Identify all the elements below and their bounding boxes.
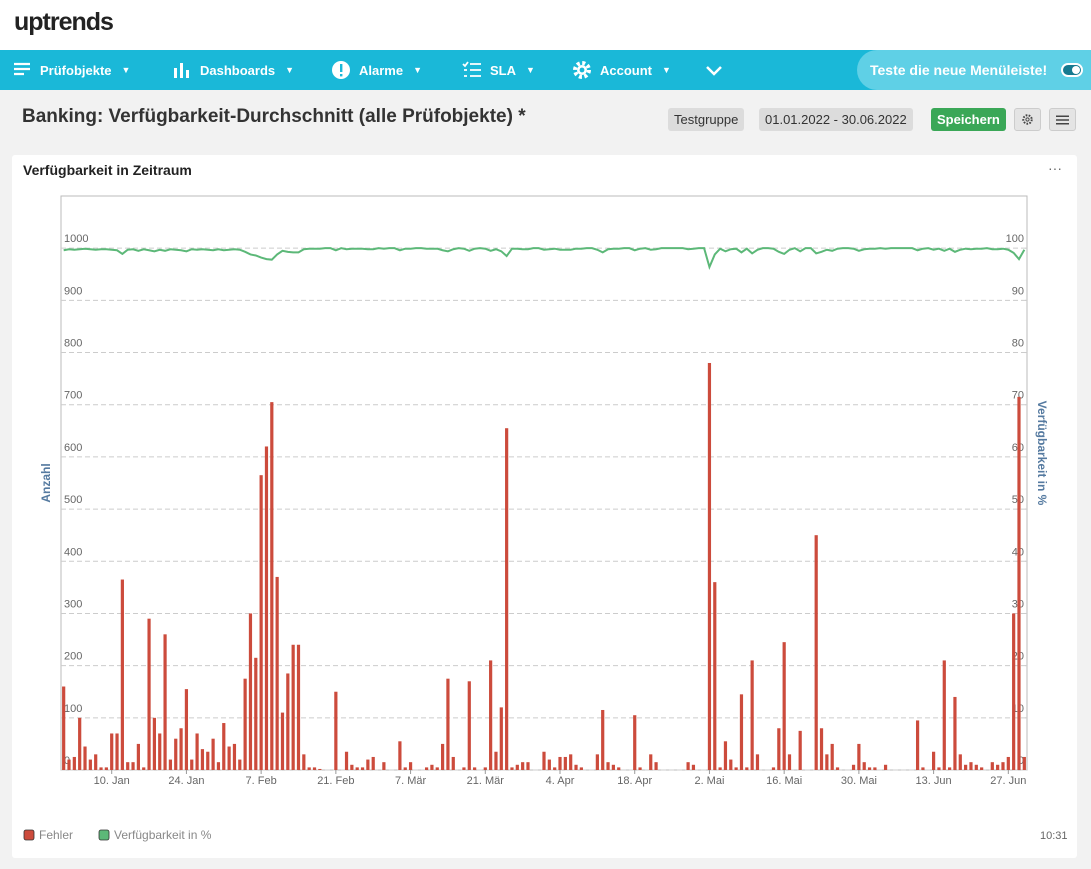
nav-item[interactable]: Dashboards ▼	[172, 50, 294, 90]
settings-button[interactable]	[1014, 108, 1041, 131]
nav-item[interactable]: Prüfobjekte ▼	[12, 50, 130, 90]
timestamp: 10:31	[1040, 830, 1068, 842]
nav-item[interactable]: SLA ▼	[462, 50, 535, 90]
nav-item[interactable]: Account ▼	[572, 50, 671, 90]
date-button[interactable]: 01.01.2022 - 30.06.2022	[759, 108, 913, 131]
nav-label: SLA	[490, 62, 516, 78]
nav-item[interactable]: Alarme ▼	[331, 50, 422, 90]
panel-menu[interactable]: ···	[1048, 160, 1062, 176]
promo-toggle[interactable]: Teste die neue Menüleiste!	[857, 50, 1091, 90]
promo-label: Teste die neue Menüleiste!	[870, 62, 1048, 78]
nav-label: Alarme	[359, 62, 404, 78]
panel	[12, 155, 1077, 858]
toggle[interactable]	[1061, 63, 1083, 77]
nav-label: Prüfobjekte	[40, 62, 112, 78]
dashboard-title: Banking: Verfügbarkeit-Durchschnitt (all…	[22, 106, 526, 127]
save-button[interactable]: Speichern	[931, 108, 1006, 131]
nav-more[interactable]	[704, 50, 724, 90]
group-button[interactable]: Testgruppe	[668, 108, 745, 131]
logo[interactable]: uptrends	[14, 8, 114, 36]
panel-title: Verfügbarkeit in Zeitraum	[23, 162, 192, 178]
header: uptrends	[0, 0, 1091, 50]
menu-button[interactable]	[1049, 108, 1076, 131]
nav-label: Dashboards	[200, 62, 276, 78]
nav-label: Account	[600, 62, 652, 78]
